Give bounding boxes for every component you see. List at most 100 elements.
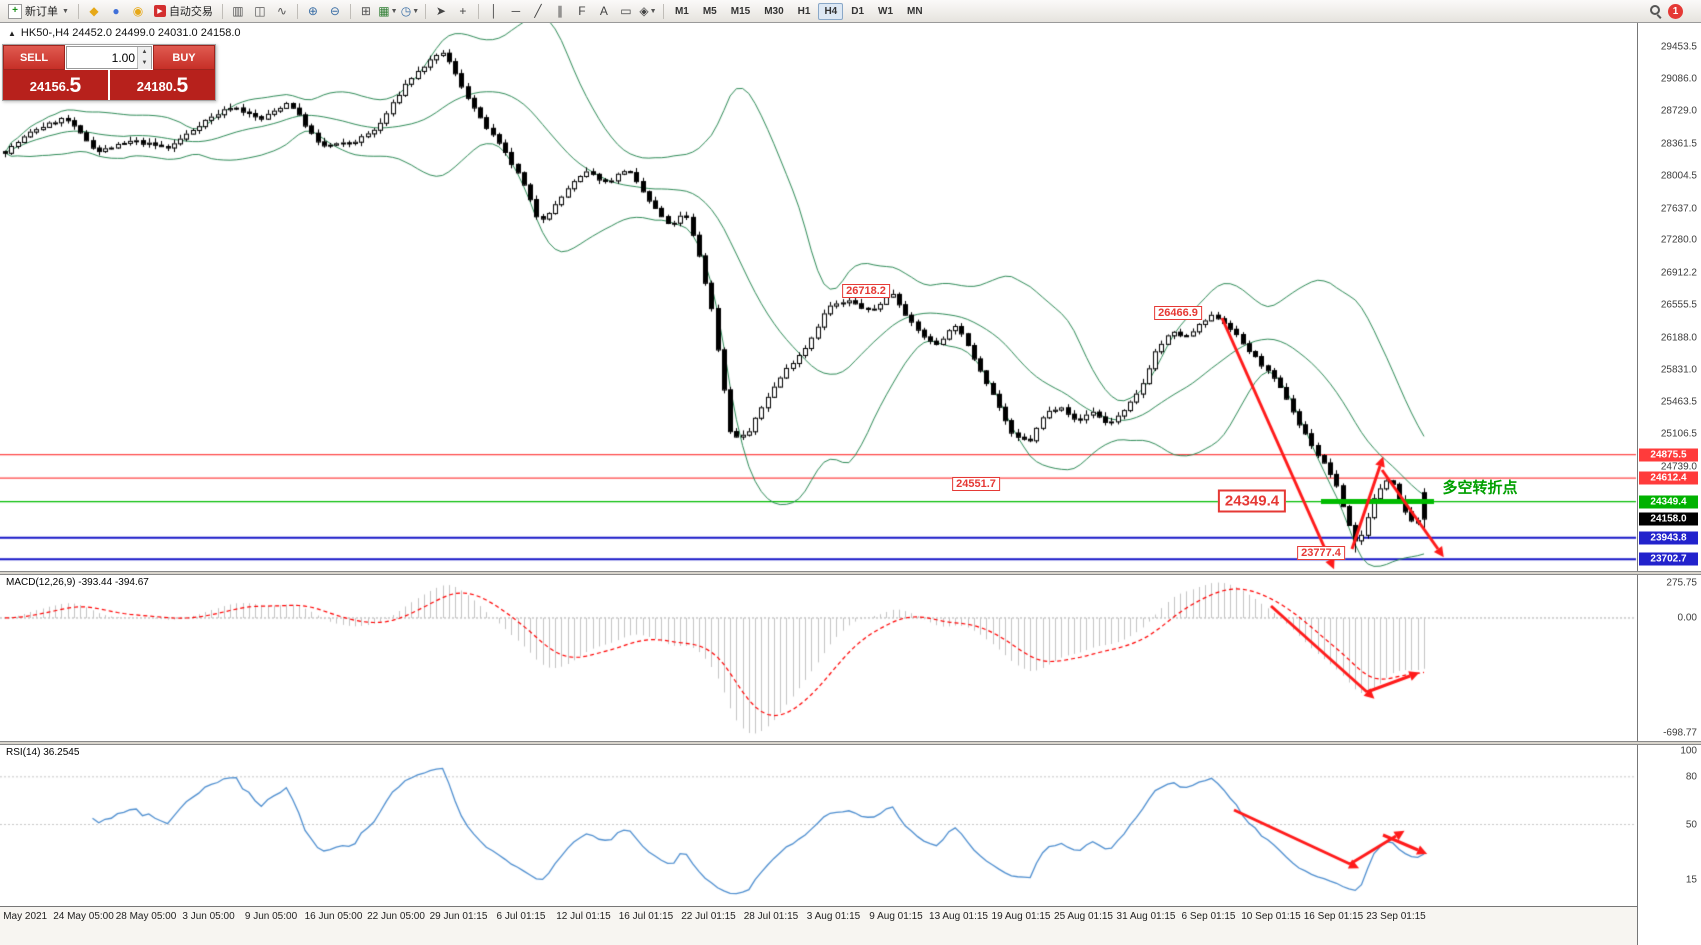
price-axis-label: 26555.5 xyxy=(1660,299,1697,311)
channel-icon[interactable]: ∥ xyxy=(550,2,570,21)
pane-separator-macd[interactable] xyxy=(0,571,1701,575)
volume-stepper: ▲ ▼ xyxy=(66,46,152,69)
price-tag-24875.5: 24875.5 xyxy=(1639,448,1698,462)
label-icon-glyph: ▭ xyxy=(620,4,632,18)
timeframe-d1-button[interactable]: D1 xyxy=(851,5,865,17)
volume-input[interactable] xyxy=(67,47,137,68)
search-icon[interactable] xyxy=(1646,2,1666,21)
time-axis-label: 3 Jun 05:00 xyxy=(182,911,235,922)
pane-separator-rsi[interactable] xyxy=(0,741,1701,745)
time-axis-label: 12 Jul 01:15 xyxy=(556,911,611,922)
vertical-line-icon[interactable]: │ xyxy=(484,2,504,21)
price-axis-label: 28004.5 xyxy=(1660,170,1697,182)
price-axis-label: 27637.0 xyxy=(1660,203,1697,215)
volume-down-icon[interactable]: ▼ xyxy=(138,58,151,69)
deposit-icon-glyph: ◆ xyxy=(89,4,99,18)
time-axis-label: 16 Jun 05:00 xyxy=(304,911,363,922)
channel-icon-glyph: ∥ xyxy=(556,4,563,18)
timeframe-h4-button[interactable]: H4 xyxy=(818,2,844,20)
price-annotation-24349.4[interactable]: 24349.4 xyxy=(1217,489,1287,513)
price-axis-label: 28729.0 xyxy=(1660,105,1697,117)
price-annotation-23777.4[interactable]: 23777.4 xyxy=(1297,546,1345,560)
line-chart-icon[interactable]: ∿ xyxy=(272,2,292,21)
text-icon[interactable]: A xyxy=(594,2,614,21)
deposit-icon[interactable]: ◆ xyxy=(84,2,104,21)
label-icon[interactable]: ▭ xyxy=(616,2,636,21)
time-axis-label: 7 May 2021 xyxy=(0,911,48,922)
price-axis-label: 28361.5 xyxy=(1660,138,1697,150)
buy-price-main: 24180. xyxy=(136,79,177,94)
bar-chart-icon[interactable]: ▥ xyxy=(228,2,248,21)
toolbar-separator xyxy=(477,3,479,19)
timeframe-m1-button[interactable]: M1 xyxy=(674,5,689,17)
volume-up-icon[interactable]: ▲ xyxy=(138,47,151,58)
chevron-down-icon: ▼ xyxy=(649,7,657,15)
new-order-icon: + xyxy=(8,3,22,19)
time-axis-label: 10 Sep 01:15 xyxy=(1241,911,1301,922)
price-tag-24158.0: 24158.0 xyxy=(1639,512,1698,526)
macd-indicator-label: MACD(12,26,9) -393.44 -394.67 xyxy=(6,577,149,588)
time-axis[interactable]: 7 May 2021 24 May 05:00 28 May 05:00 3 Jun … xyxy=(0,906,1637,945)
new-chart-icon[interactable]: ▦ ▼ xyxy=(378,2,398,21)
time-axis-label: 25 Aug 01:15 xyxy=(1054,911,1113,922)
price-axis-label: 29453.5 xyxy=(1660,41,1697,53)
bar-chart-icon-glyph: ▥ xyxy=(232,4,244,18)
horizontal-line-icon-glyph: ─ xyxy=(511,4,521,18)
timeframe-mn-button[interactable]: MN xyxy=(907,5,923,17)
price-tag-23702.7: 23702.7 xyxy=(1639,552,1698,566)
zoom-in-icon[interactable]: ⊕ xyxy=(303,2,323,21)
magnifier-glyph xyxy=(1650,5,1662,17)
rsi-axis-label: 50 xyxy=(1685,819,1697,830)
time-axis-label: 16 Sep 01:15 xyxy=(1303,911,1364,922)
candlestick-chart-icon[interactable]: ◫ xyxy=(250,2,270,21)
sell-button[interactable]: SELL xyxy=(3,45,65,70)
rebate-icon-glyph: ◉ xyxy=(132,4,144,18)
buy-button[interactable]: BUY xyxy=(153,45,215,70)
cursor-icon[interactable]: ➤ xyxy=(431,2,451,21)
buy-price[interactable]: 24180. 5 xyxy=(110,70,215,100)
rebate-icon[interactable]: ◉ xyxy=(128,2,148,21)
trendline-icon[interactable]: ╱ xyxy=(528,2,548,21)
notification-badge[interactable]: 1 xyxy=(1668,3,1683,19)
price-annotation-24551.7[interactable]: 24551.7 xyxy=(952,477,1000,491)
price-annotation-26466.9[interactable]: 26466.9 xyxy=(1154,306,1202,320)
toolbar-separator xyxy=(349,3,351,19)
new-order-button[interactable]: + 新订单 ▼ xyxy=(4,2,73,20)
chevron-down-icon: ▼ xyxy=(412,7,420,15)
price-axis-label: 27280.0 xyxy=(1660,234,1697,246)
toolbar-separator xyxy=(424,3,426,19)
horizontal-line-icon[interactable]: ─ xyxy=(506,2,526,21)
shapes-icon[interactable]: ◈ ▼ xyxy=(638,2,658,21)
fibonacci-icon[interactable]: F xyxy=(572,2,592,21)
timeframe-w1-button[interactable]: W1 xyxy=(878,5,894,17)
toolbar-separator xyxy=(221,3,223,19)
buy-price-big: 5 xyxy=(176,74,189,97)
timeframe-m15-button[interactable]: M15 xyxy=(730,5,751,17)
time-axis-label: 6 Sep 01:15 xyxy=(1181,911,1236,922)
vertical-line-icon-glyph: │ xyxy=(490,4,498,18)
crosshair-icon[interactable]: + xyxy=(453,2,473,21)
timeframe-h1-button[interactable]: H1 xyxy=(797,5,811,17)
zoom-out-icon-glyph: ⊖ xyxy=(329,4,340,18)
price-axis-label: 29086.0 xyxy=(1660,73,1697,85)
toolbar-separator xyxy=(296,3,298,19)
collapse-arrow-icon[interactable]: ▲ xyxy=(8,28,16,38)
text-icon-glyph: A xyxy=(599,4,608,18)
chart-ohlc-header: ▲ HK50-,H4 24452.0 24499.0 24031.0 24158… xyxy=(8,27,241,39)
trade-widget-controls: SELL ▲ ▼ BUY xyxy=(3,45,215,70)
tile-windows-icon[interactable]: ⊞ xyxy=(356,2,376,21)
timeframe-m30-button[interactable]: M30 xyxy=(764,5,784,17)
sell-price[interactable]: 24156. 5 xyxy=(3,70,108,100)
zoom-in-icon-glyph: ⊕ xyxy=(307,4,318,18)
profiles-icon[interactable]: ◷ ▼ xyxy=(400,2,420,21)
price-annotation-26718.2[interactable]: 26718.2 xyxy=(842,284,890,298)
zoom-out-icon[interactable]: ⊖ xyxy=(325,2,345,21)
funds-icon[interactable]: ● xyxy=(106,2,126,21)
timeframe-m5-button[interactable]: M5 xyxy=(702,5,717,17)
price-axis[interactable]: 29453.5 29086.0 28729.0 28361.5 28004.5 27637… xyxy=(1637,23,1701,945)
cursor-icon-glyph: ➤ xyxy=(435,4,446,18)
auto-trading-button[interactable]: ▶ 自动交易 xyxy=(150,2,217,20)
one-click-trading-widget: SELL ▲ ▼ BUY 24156.5 24180.5 xyxy=(2,44,216,101)
price-axis-label: 26912.2 xyxy=(1660,267,1697,279)
